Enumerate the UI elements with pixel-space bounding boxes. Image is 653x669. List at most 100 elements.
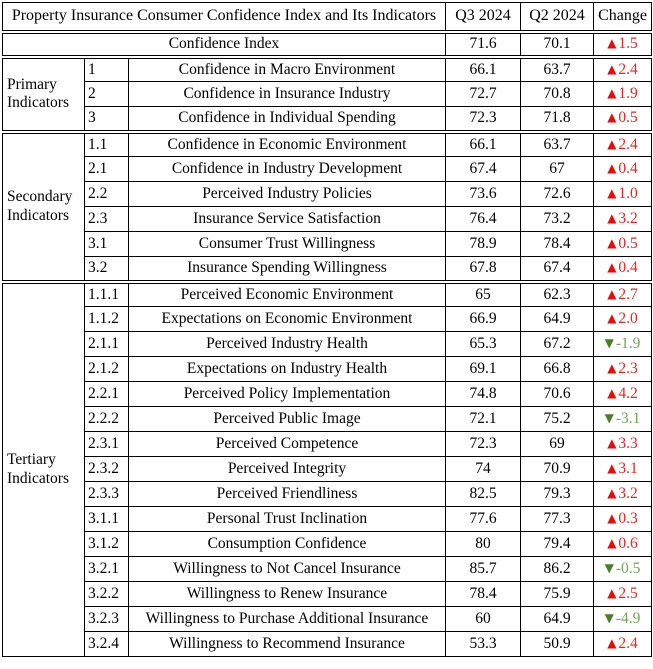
table-row: 3.1.1 Personal Trust Inclination 77.6 77.3 ▲… <box>3 506 652 532</box>
change-cell: ▲ 0.4 <box>593 256 652 282</box>
change-value: -3.1 <box>615 410 641 427</box>
change-cell: ▲ 1.9 <box>593 81 652 107</box>
change-value: 3.2 <box>618 210 638 227</box>
q2-value: 73.2 <box>520 206 594 232</box>
indicator-code: 2.3.1 <box>84 431 129 457</box>
change-cell: ▲ 0.5 <box>593 106 652 132</box>
indicator-code: 3.2.4 <box>84 631 129 657</box>
q3-value: 80 <box>445 531 521 557</box>
table-row: 3.2.4 Willingness to Recommend Insurance 5… <box>3 631 652 657</box>
group-label: Primary Indicators <box>2 54 85 132</box>
change-cell: ▼ -4.9 <box>593 606 652 632</box>
change-value: 1.5 <box>618 35 638 53</box>
indicator-code: 3 <box>84 106 129 132</box>
table-row: 2.3.1 Perceived Competence 72.3 69 ▲ 3.3 <box>3 431 652 457</box>
indicator-name: Perceived Policy Implementation <box>128 381 446 407</box>
indicator-code: 2.3.3 <box>84 481 129 507</box>
indicator-name: Willingness to Purchase Additional Insur… <box>128 606 446 632</box>
indicator-name: Personal Trust Inclination <box>128 506 446 532</box>
change-value: 0.6 <box>618 535 638 552</box>
q2-value: 64.9 <box>520 606 594 632</box>
up-triangle-icon: ▲ <box>607 61 617 76</box>
up-triangle-icon: ▲ <box>607 586 617 600</box>
indicator-code: 1.1.1 <box>84 279 129 307</box>
q3-value: 78.4 <box>445 581 521 607</box>
q2-value: 78.4 <box>520 231 594 257</box>
indicator-name: Confidence in Insurance Industry <box>128 81 446 107</box>
change-cell: ▲ 2.4 <box>593 631 652 657</box>
change-value: 4.2 <box>618 385 638 402</box>
q3-value: 77.6 <box>445 506 521 532</box>
q2-value: 70.6 <box>520 381 594 407</box>
indicator-code: 2.1.2 <box>84 356 129 382</box>
q2-value: 79.3 <box>520 481 594 507</box>
table-row: Secondary Indicators 1.1 Confidence in Eco… <box>2 129 652 282</box>
q3-value: 72.7 <box>445 81 521 107</box>
table-row: 2.3 Insurance Service Satisfaction 76.4 73.… <box>3 206 652 232</box>
q2-value: 86.2 <box>520 556 594 582</box>
indicator-name: Willingness to Recommend Insurance <box>128 631 446 657</box>
table-row: 3.1 Consumer Trust Willingness 78.9 78.4 ▲ 0.… <box>3 231 652 257</box>
indicator-name: Perceived Friendliness <box>128 481 446 507</box>
table-row: 2.2 Perceived Industry Policies 73.6 72.6 ▲ 1… <box>3 181 652 207</box>
indicator-name: Perceived Economic Environment <box>128 279 446 307</box>
indicator-name: Confidence in Economic Environment <box>128 129 446 157</box>
summary-q3-value: 71.6 <box>445 29 521 57</box>
page-title: Property Insurance Consumer Confidence I… <box>2 2 446 32</box>
indicator-code: 3.2.3 <box>84 606 129 632</box>
up-triangle-icon: ▲ <box>607 361 617 375</box>
up-triangle-icon: ▲ <box>607 386 617 400</box>
summary-q2-value: 70.1 <box>520 29 594 57</box>
up-triangle-icon: ▲ <box>607 486 617 500</box>
change-value: 3.1 <box>618 460 638 477</box>
q2-value: 75.9 <box>520 581 594 607</box>
indicator-code: 2.1.1 <box>84 331 129 357</box>
indicator-name: Consumer Trust Willingness <box>128 231 446 257</box>
indicator-name: Willingness to Not Cancel Insurance <box>128 556 446 582</box>
change-cell: ▲ 0.3 <box>593 506 652 532</box>
q3-value: 74.8 <box>445 381 521 407</box>
change-value: 2.4 <box>618 60 638 78</box>
indicator-code: 1 <box>84 54 129 82</box>
change-value: 2.4 <box>618 635 638 652</box>
change-value: 2.7 <box>618 285 638 303</box>
change-value: 1.9 <box>618 85 638 102</box>
up-triangle-icon: ▲ <box>607 260 617 275</box>
change-cell: ▲ 3.3 <box>593 431 652 457</box>
up-triangle-icon: ▲ <box>607 461 617 475</box>
change-value: 0.5 <box>618 109 638 127</box>
table-row: 3.2.3 Willingness to Purchase Additional … <box>3 606 652 632</box>
change-cell: ▲ 0.6 <box>593 531 652 557</box>
up-triangle-icon: ▲ <box>607 236 617 250</box>
change-cell: ▲ 0.4 <box>593 156 652 182</box>
change-cell: ▲ 2.7 <box>593 279 652 307</box>
q3-value: 74 <box>445 456 521 482</box>
table-row: 3 Confidence in Individual Spending 72.3 71… <box>3 106 652 132</box>
q2-value: 63.7 <box>520 54 594 82</box>
down-triangle-icon: ▼ <box>604 561 614 575</box>
change-cell: ▲ 2.3 <box>593 356 652 382</box>
change-cell: ▲ 4.2 <box>593 381 652 407</box>
table-row: 2.1.2 Expectations on Industry Health 69.1… <box>3 356 652 382</box>
indicator-code: 3.1 <box>84 231 129 257</box>
indicator-code: 1.1.2 <box>84 306 129 332</box>
indicator-code: 2 <box>84 81 129 107</box>
change-cell: ▲ 2.4 <box>593 129 652 157</box>
table-row: 2.1.1 Perceived Industry Health 65.3 67.2 ▼ -… <box>3 331 652 357</box>
change-value: 2.0 <box>618 310 638 327</box>
indicator-name: Perceived Integrity <box>128 456 446 482</box>
change-cell: ▲ 3.2 <box>593 206 652 232</box>
indicator-name: Perceived Public Image <box>128 406 446 432</box>
confidence-index-table: Property Insurance Consumer Confidence I… <box>2 2 652 657</box>
indicator-code: 2.2.2 <box>84 406 129 432</box>
table-header-row: Property Insurance Consumer Confidence I… <box>2 2 652 32</box>
q3-value: 72.3 <box>445 431 521 457</box>
q2-value: 71.8 <box>520 106 594 132</box>
q3-value: 53.3 <box>445 631 521 657</box>
q2-value: 62.3 <box>520 279 594 307</box>
q3-value: 66.1 <box>445 129 521 157</box>
q3-value: 72.1 <box>445 406 521 432</box>
change-value: -1.9 <box>615 335 641 352</box>
change-value: 0.3 <box>618 510 638 527</box>
q3-value: 66.9 <box>445 306 521 332</box>
